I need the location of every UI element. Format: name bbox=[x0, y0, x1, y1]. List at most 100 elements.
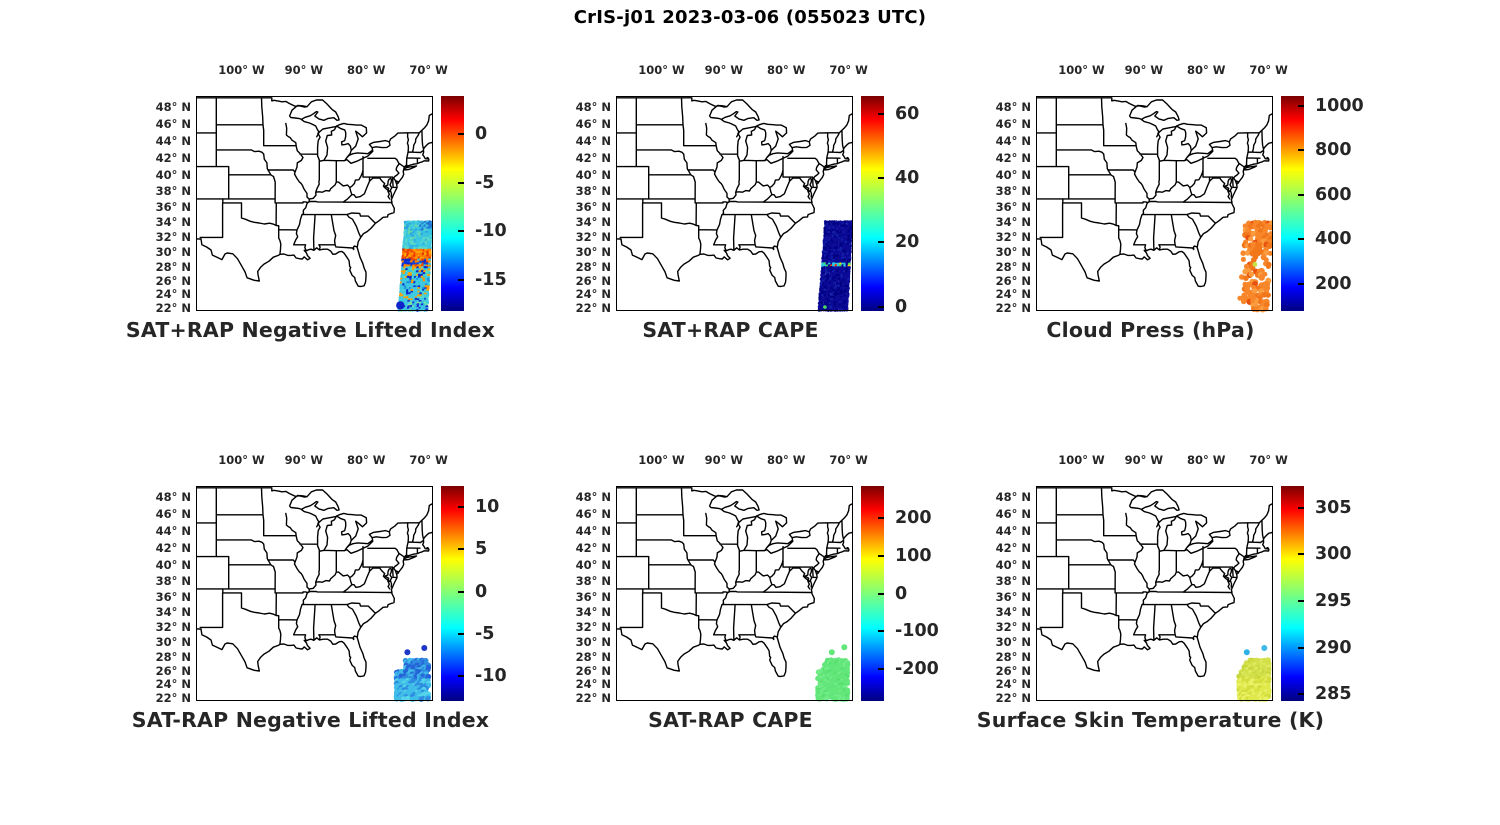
lat-tick-label: 46° N bbox=[575, 507, 611, 522]
colorbar-tick-label: -200 bbox=[895, 658, 939, 679]
map-area bbox=[1036, 96, 1273, 318]
lat-tick-label: 24° N bbox=[155, 677, 191, 692]
colorbar-gradient bbox=[1281, 96, 1304, 311]
colorbar-sat-plus-rap-negative-lifted-index bbox=[441, 96, 464, 311]
colorbar-tick bbox=[458, 633, 464, 636]
lat-tick-label: 30° N bbox=[995, 635, 1031, 650]
map-frame bbox=[616, 486, 853, 701]
colorbar-tick bbox=[878, 517, 884, 520]
figure-title: CrIS-j01 2023-03-06 (055023 UTC) bbox=[573, 7, 927, 28]
lat-tick-label: 36° N bbox=[995, 589, 1031, 604]
lat-tick-label: 22° N bbox=[575, 300, 611, 315]
lat-tick-label: 22° N bbox=[995, 690, 1031, 705]
map-svg bbox=[616, 96, 853, 312]
lon-tick-label: 80° W bbox=[1187, 453, 1226, 467]
colorbar-tick-label: -100 bbox=[895, 621, 939, 642]
lat-tick-label: 34° N bbox=[575, 605, 611, 620]
lat-tick-label: 42° N bbox=[995, 541, 1031, 556]
lat-tick-label: 34° N bbox=[155, 215, 191, 230]
lat-tick-label: 28° N bbox=[575, 649, 611, 664]
colorbar-tick bbox=[878, 592, 884, 595]
lat-tick-label: 22° N bbox=[155, 690, 191, 705]
colorbar-gradient bbox=[441, 486, 464, 701]
colorbar-tick-label: -5 bbox=[475, 624, 495, 645]
colorbar-tick bbox=[1298, 149, 1304, 152]
us-state-boundaries bbox=[616, 97, 853, 288]
lat-tick-label: 44° N bbox=[155, 134, 191, 149]
map-area bbox=[196, 486, 433, 708]
colorbar-tick bbox=[878, 305, 884, 308]
colorbar-tick-label: 1000 bbox=[1315, 95, 1364, 116]
colorbar-tick bbox=[458, 590, 464, 593]
lat-tick-label: 24° N bbox=[575, 287, 611, 302]
lat-tick-label: 32° N bbox=[995, 230, 1031, 245]
lat-tick-label: 48° N bbox=[995, 489, 1031, 504]
lat-tick-label: 26° N bbox=[995, 663, 1031, 678]
colorbar-tick bbox=[1298, 693, 1304, 696]
lat-tick-label: 24° N bbox=[995, 677, 1031, 692]
lat-tick-label: 28° N bbox=[575, 259, 611, 274]
colorbar-tick-label: 400 bbox=[1315, 229, 1352, 250]
lat-tick-label: 38° N bbox=[575, 573, 611, 588]
map-area bbox=[616, 96, 853, 318]
lat-tick-label: 46° N bbox=[995, 117, 1031, 132]
colorbar-sat-minus-rap-cape bbox=[861, 486, 884, 701]
lat-tick-label: 44° N bbox=[995, 524, 1031, 539]
lon-tick-label: 70° W bbox=[409, 453, 448, 467]
lon-tick-label: 70° W bbox=[829, 63, 868, 77]
colorbar-tick-label: -10 bbox=[475, 221, 507, 242]
colorbar-tick bbox=[878, 630, 884, 633]
lat-tick-label: 30° N bbox=[155, 635, 191, 650]
lat-tick-label: 26° N bbox=[995, 273, 1031, 288]
colorbar-tick-label: 290 bbox=[1315, 637, 1352, 658]
us-state-boundaries bbox=[196, 487, 433, 678]
lat-tick-label: 48° N bbox=[995, 99, 1031, 114]
lat-tick-label: 34° N bbox=[995, 215, 1031, 230]
lon-tick-label: 70° W bbox=[1249, 63, 1288, 77]
colorbar-gradient bbox=[1281, 486, 1304, 701]
lat-tick-label: 28° N bbox=[155, 259, 191, 274]
lat-tick-label: 22° N bbox=[155, 300, 191, 315]
colorbar-tick-label: 0 bbox=[475, 581, 488, 602]
lat-tick-label: 34° N bbox=[575, 215, 611, 230]
colorbar-tick-label: 295 bbox=[1315, 590, 1352, 611]
lat-tick-label: 44° N bbox=[155, 524, 191, 539]
scatter-points-surface-skin-temperature-k bbox=[1236, 645, 1272, 702]
lat-tick-label: 26° N bbox=[575, 273, 611, 288]
map-frame bbox=[196, 96, 433, 311]
lon-tick-label: 100° W bbox=[218, 63, 265, 77]
lat-tick-label: 40° N bbox=[155, 167, 191, 182]
lat-tick-label: 48° N bbox=[575, 99, 611, 114]
colorbar-tick-label: 285 bbox=[1315, 684, 1352, 705]
lat-tick-label: 44° N bbox=[575, 524, 611, 539]
lat-tick-label: 28° N bbox=[995, 649, 1031, 664]
colorbar-tick bbox=[458, 675, 464, 678]
scatter-points-sat-minus-rap-negative-lifted-index bbox=[393, 645, 432, 702]
panel-title-sat-plus-rap-cape: SAT+RAP CAPE bbox=[642, 318, 819, 342]
us-state-boundaries bbox=[196, 97, 433, 288]
panel-cloud-press-hpa: 100° W 90° W 80° W 70° W 48° N 46° N 44° N 42° … bbox=[936, 51, 1376, 353]
colorbar-tick-label: 200 bbox=[1315, 273, 1352, 294]
map-area bbox=[616, 486, 853, 708]
colorbar-tick-label: 200 bbox=[895, 508, 932, 529]
lat-tick-label: 30° N bbox=[575, 245, 611, 260]
colorbar-gradient bbox=[861, 96, 884, 311]
lat-tick-label: 32° N bbox=[575, 230, 611, 245]
panel-sat-plus-rap-cape: 100° W 90° W 80° W 70° W 48° N 46° N 44° N 42° … bbox=[516, 51, 956, 353]
lat-tick-label: 42° N bbox=[995, 151, 1031, 166]
lat-tick-label: 32° N bbox=[155, 620, 191, 635]
colorbar-tick-label: 300 bbox=[1315, 544, 1352, 565]
colorbar-tick bbox=[1298, 599, 1304, 602]
lat-tick-label: 46° N bbox=[155, 117, 191, 132]
colorbar-tick-label: 5 bbox=[475, 539, 488, 560]
map-frame bbox=[1036, 96, 1273, 311]
lat-tick-label: 38° N bbox=[575, 183, 611, 198]
lat-tick-label: 40° N bbox=[155, 557, 191, 572]
lat-tick-label: 38° N bbox=[995, 183, 1031, 198]
colorbar-tick bbox=[458, 548, 464, 551]
colorbar-tick bbox=[878, 241, 884, 244]
colorbar-tick bbox=[458, 181, 464, 184]
panel-sat-minus-rap-negative-lifted-index: 100° W 90° W 80° W 70° W 48° N 46° N 44° N 42° … bbox=[96, 441, 536, 743]
colorbar-tick-label: -10 bbox=[475, 666, 507, 687]
lon-tick-label: 90° W bbox=[284, 453, 324, 467]
